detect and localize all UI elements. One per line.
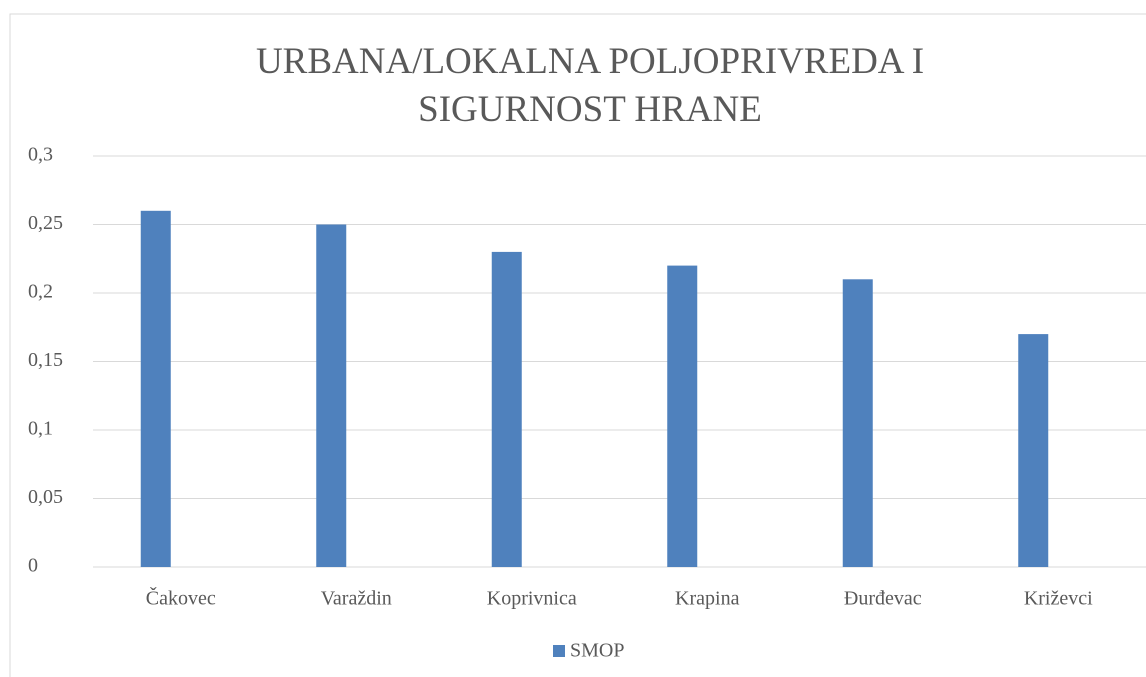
bar bbox=[491, 251, 522, 567]
y-tick-label: 0 bbox=[28, 555, 38, 577]
y-tick-label: 0,1 bbox=[28, 418, 53, 440]
x-tick-label: Đurđevac bbox=[844, 588, 922, 610]
chart-title: URBANA/LOKALNA POLJOPRIVREDA I SIGURNOST… bbox=[255, 41, 925, 130]
x-tick-label: Koprivnica bbox=[487, 588, 577, 610]
x-tick-label: Krapina bbox=[675, 588, 740, 610]
bar bbox=[140, 210, 171, 568]
y-tick-label: 0,3 bbox=[28, 144, 53, 166]
bar bbox=[667, 265, 698, 567]
y-tick-label: 0,05 bbox=[28, 486, 63, 508]
bar bbox=[1018, 334, 1049, 567]
legend-label: SMOP bbox=[570, 640, 624, 662]
y-tick-label: 0,15 bbox=[28, 349, 63, 371]
x-tick-label: Varaždin bbox=[321, 588, 392, 610]
y-tick-label: 0,25 bbox=[28, 212, 63, 234]
bar bbox=[842, 279, 873, 567]
x-tick-label: Križevci bbox=[1024, 588, 1093, 610]
bar bbox=[316, 224, 347, 567]
chart-border bbox=[9, 13, 1146, 677]
y-tick-label: 0,2 bbox=[28, 281, 53, 303]
x-tick-label: Čakovec bbox=[146, 586, 216, 610]
legend-swatch bbox=[553, 645, 565, 657]
